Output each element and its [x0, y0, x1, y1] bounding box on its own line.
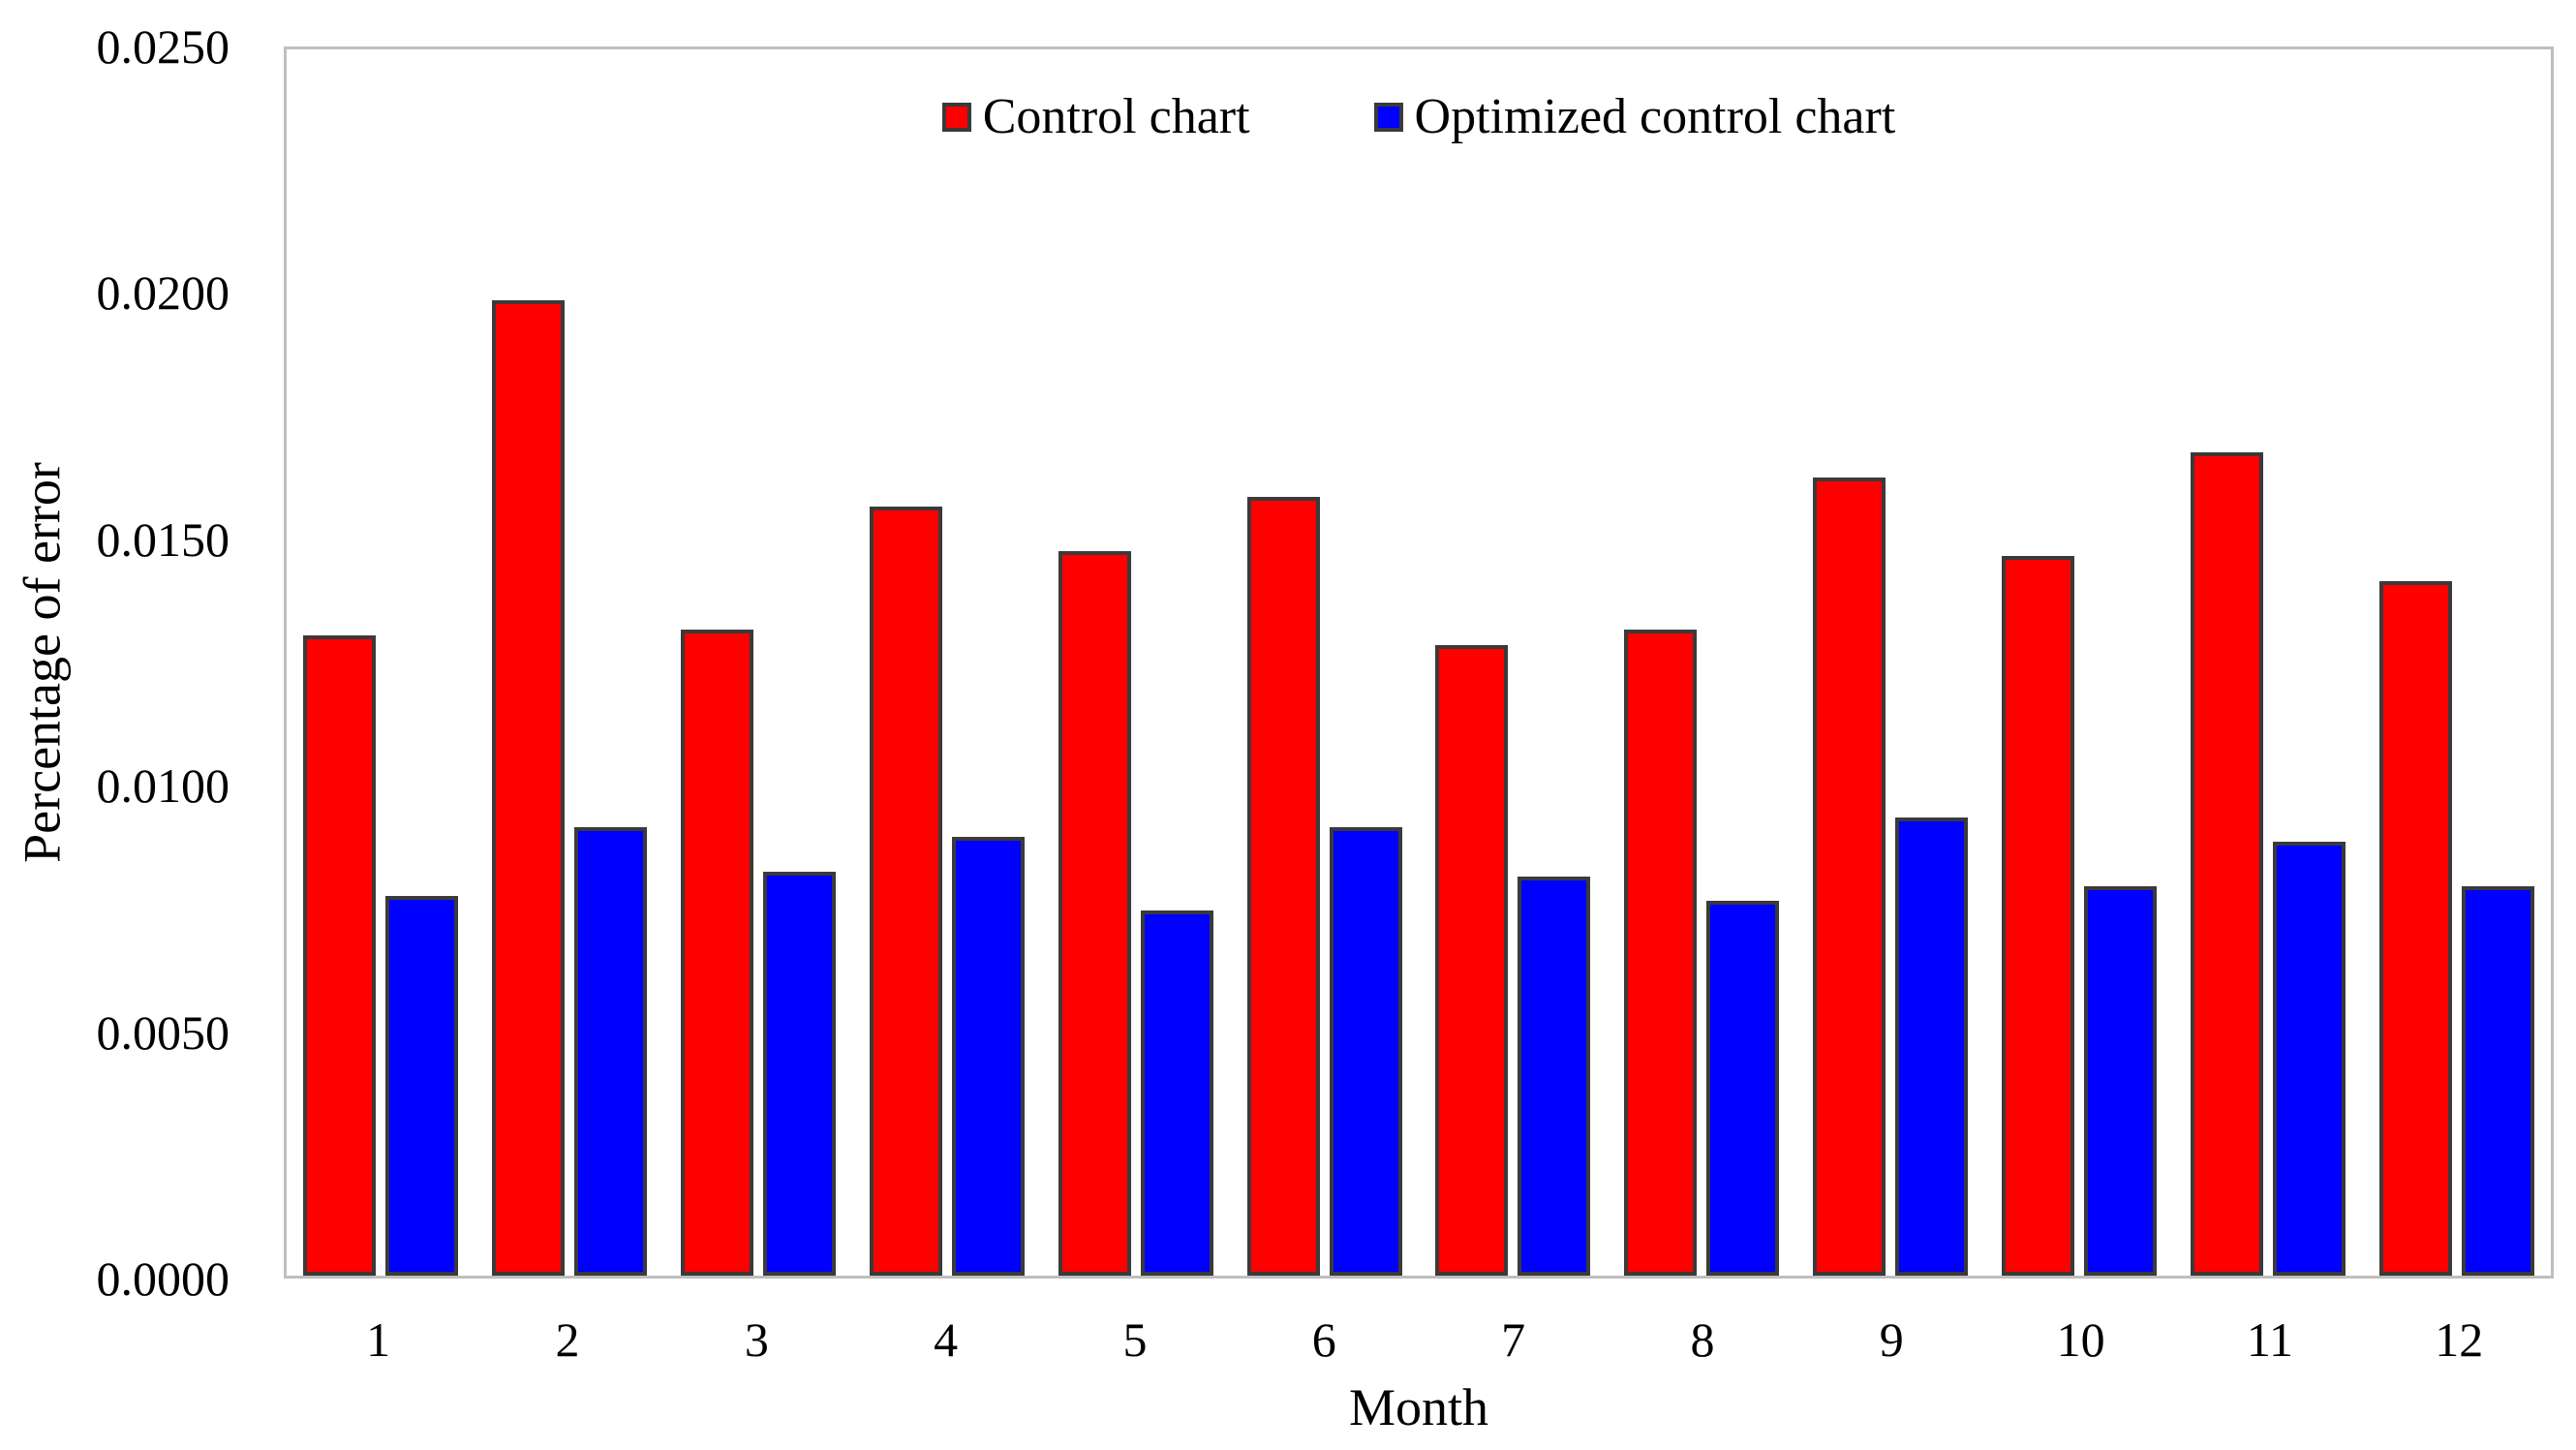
- y-tick-label-0.0200: 0.0200: [96, 265, 230, 320]
- x-tick-label-8: 8: [1690, 1312, 1715, 1367]
- category-group-month-1: [287, 49, 475, 1276]
- x-tick-label-2: 2: [555, 1312, 580, 1367]
- x-tick-label-3: 3: [744, 1312, 769, 1367]
- x-tick-label-1: 1: [366, 1312, 391, 1367]
- category-group-month-4: [852, 49, 1041, 1276]
- bar-optimized-month-8: [1706, 901, 1780, 1276]
- category-group-month-9: [1796, 49, 1985, 1276]
- legend-swatch-control-chart-icon: [941, 103, 971, 132]
- x-tick-label-11: 11: [2246, 1312, 2294, 1367]
- x-axis-title: Month: [1348, 1378, 1489, 1436]
- bar-optimized-month-7: [1518, 877, 1591, 1276]
- legend-item-control-chart: Control chart: [941, 89, 1250, 144]
- y-tick-label-0.0250: 0.0250: [96, 19, 230, 74]
- x-tick-label-10: 10: [2056, 1312, 2105, 1367]
- bar-optimized-month-11: [2272, 842, 2346, 1276]
- category-group-month-6: [1230, 49, 1419, 1276]
- category-group-month-3: [664, 49, 853, 1276]
- bar-control-month-1: [303, 635, 377, 1276]
- y-tick-label-0.0050: 0.0050: [96, 1005, 230, 1060]
- x-tick-label-12: 12: [2435, 1312, 2484, 1367]
- legend: Control chart Optimized control chart: [287, 92, 2551, 142]
- bar-optimized-month-2: [574, 827, 648, 1276]
- bar-control-month-11: [2190, 452, 2263, 1276]
- category-group-month-7: [1419, 49, 1608, 1276]
- x-tick-label-4: 4: [934, 1312, 959, 1367]
- bar-control-month-4: [869, 507, 942, 1276]
- bar-control-month-10: [2001, 556, 2074, 1276]
- category-group-month-8: [1608, 49, 1796, 1276]
- x-tick-label-9: 9: [1879, 1312, 1904, 1367]
- bar-control-month-6: [1246, 497, 1320, 1276]
- legend-swatch-optimized-control-chart-icon: [1373, 103, 1403, 132]
- bars-container: [287, 49, 2551, 1276]
- bar-optimized-month-3: [763, 872, 837, 1276]
- x-tick-label-5: 5: [1122, 1312, 1148, 1367]
- bar-control-month-8: [1624, 630, 1698, 1276]
- bar-optimized-month-5: [1140, 910, 1213, 1276]
- y-tick-label-0.0100: 0.0100: [96, 758, 230, 813]
- bar-control-month-2: [492, 300, 566, 1276]
- bar-control-month-7: [1435, 645, 1509, 1276]
- legend-label-optimized-control-chart: Optimized control chart: [1414, 89, 1896, 144]
- bar-control-month-3: [681, 630, 754, 1276]
- bar-optimized-month-4: [951, 837, 1025, 1276]
- category-group-month-2: [475, 49, 664, 1276]
- bar-optimized-month-6: [1329, 827, 1402, 1276]
- y-tick-label-0.0000: 0.0000: [96, 1251, 230, 1306]
- x-tick-label-6: 6: [1311, 1312, 1336, 1367]
- plot-area: Control chart Optimized control chart: [284, 46, 2554, 1279]
- bar-optimized-month-10: [2083, 886, 2157, 1276]
- category-group-month-11: [2173, 49, 2362, 1276]
- category-group-month-5: [1041, 49, 1230, 1276]
- bar-optimized-month-1: [385, 896, 459, 1276]
- category-group-month-12: [2362, 49, 2551, 1276]
- x-axis-tick-labels: 1 2 3 4 5 6 7 8 9 10 11 12: [284, 1310, 2554, 1370]
- bar-control-month-9: [1813, 478, 1886, 1276]
- category-group-month-10: [1984, 49, 2173, 1276]
- bar-control-month-5: [1058, 551, 1131, 1276]
- legend-item-optimized-control-chart: Optimized control chart: [1373, 89, 1896, 144]
- y-axis-tick-labels: 0.0000 0.0050 0.0100 0.0150 0.0200 0.0250: [0, 0, 230, 1450]
- bar-optimized-month-12: [2461, 886, 2534, 1276]
- legend-label-control-chart: Control chart: [982, 89, 1250, 144]
- y-tick-label-0.0150: 0.0150: [96, 512, 230, 567]
- bar-optimized-month-9: [1895, 818, 1969, 1276]
- x-tick-label-7: 7: [1501, 1312, 1526, 1367]
- bar-control-month-12: [2378, 581, 2452, 1276]
